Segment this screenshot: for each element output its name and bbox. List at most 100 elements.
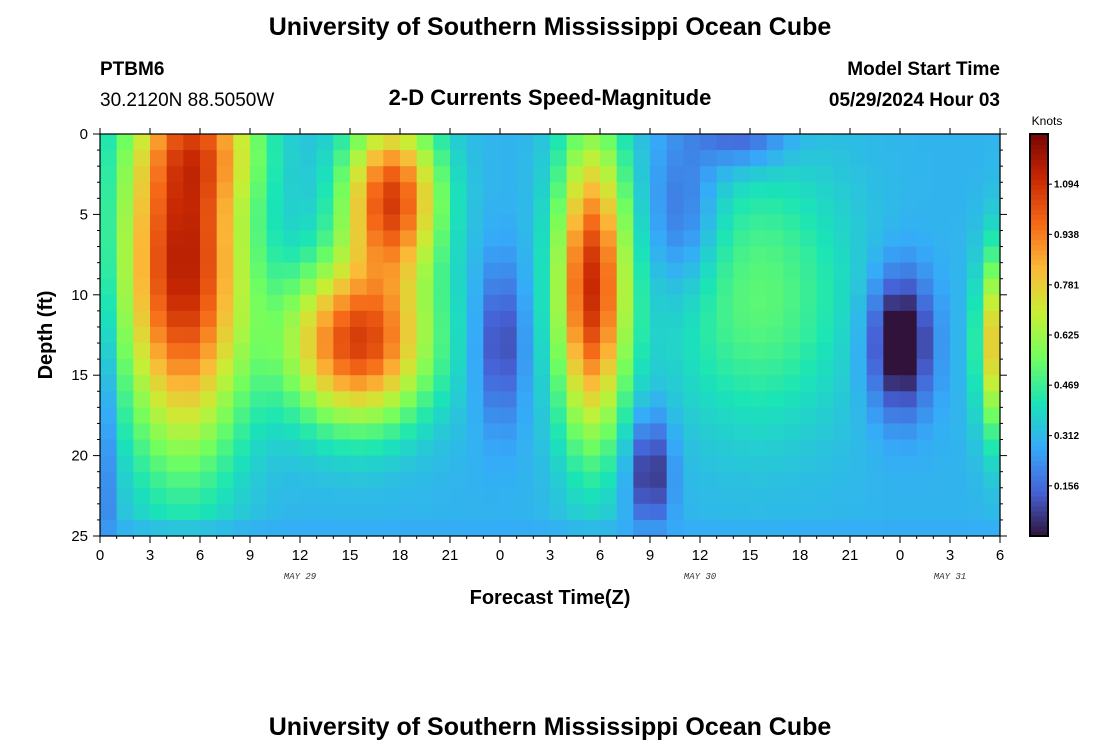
heatmap-cell bbox=[833, 150, 851, 167]
heatmap-cell bbox=[533, 182, 551, 199]
heatmap-cell bbox=[633, 487, 651, 505]
heatmap-cell bbox=[850, 134, 868, 151]
heatmap-cell bbox=[316, 166, 334, 183]
heatmap-cell bbox=[366, 407, 384, 425]
heatmap-cell bbox=[550, 503, 568, 521]
heatmap-cell bbox=[216, 455, 234, 473]
heatmap-cell bbox=[350, 182, 368, 199]
heatmap-cell bbox=[466, 150, 484, 167]
heatmap-cell bbox=[866, 310, 884, 328]
heatmap-cell bbox=[283, 310, 301, 328]
heatmap-cell bbox=[250, 487, 268, 505]
heatmap-cell bbox=[700, 439, 718, 457]
heatmap-cell bbox=[566, 407, 584, 425]
heatmap-cell bbox=[166, 455, 184, 473]
heatmap-cell bbox=[266, 423, 284, 441]
heatmap-cell bbox=[483, 134, 501, 151]
heatmap-cell bbox=[483, 262, 501, 280]
heatmap-cell bbox=[333, 471, 351, 489]
y-tick-label: 20 bbox=[71, 448, 88, 465]
heatmap-cell bbox=[900, 294, 918, 312]
heatmap-cell bbox=[750, 230, 768, 248]
heatmap-cell bbox=[600, 326, 618, 344]
heatmap-cell bbox=[200, 503, 218, 521]
heatmap-cell bbox=[250, 455, 268, 473]
heatmap-cell bbox=[200, 278, 218, 296]
heatmap-cell bbox=[683, 326, 701, 344]
heatmap-cell bbox=[233, 343, 251, 360]
heatmap-cell bbox=[683, 375, 701, 392]
heatmap-cell bbox=[516, 262, 534, 280]
heatmap-cell bbox=[216, 166, 234, 183]
heatmap-cell bbox=[100, 391, 118, 408]
heatmap-cell bbox=[550, 214, 568, 232]
heatmap-cell bbox=[566, 343, 584, 360]
heatmap-cell bbox=[933, 134, 951, 151]
heatmap-cell bbox=[133, 166, 151, 183]
heatmap-cell bbox=[100, 326, 118, 344]
heatmap-cell bbox=[700, 423, 718, 441]
colorbar-step bbox=[1030, 169, 1048, 175]
heatmap-cell bbox=[700, 134, 718, 151]
heatmap-cell bbox=[783, 310, 801, 328]
heatmap-plot: 0 3 6 9 12 15 18 21 0 3 6 9 12 15 18 21 0 3 6 0 5 10 15 20 25 M… bbox=[71, 126, 1007, 582]
heatmap-cell bbox=[350, 407, 368, 425]
heatmap-cell bbox=[366, 375, 384, 392]
heatmap-cell bbox=[983, 198, 1001, 215]
heatmap-cell bbox=[883, 391, 901, 408]
heatmap-cell bbox=[250, 246, 268, 264]
heatmap-cell bbox=[616, 519, 634, 537]
heatmap-cell bbox=[133, 471, 151, 489]
heatmap-cell bbox=[100, 487, 118, 505]
heatmap-cell bbox=[983, 230, 1001, 248]
heatmap-cell bbox=[366, 439, 384, 457]
heatmap-cell bbox=[900, 278, 918, 296]
heatmap-cell bbox=[800, 246, 818, 264]
x-tick-label: 9 bbox=[246, 547, 254, 564]
colorbar-step bbox=[1030, 284, 1048, 291]
heatmap-cell bbox=[366, 214, 384, 232]
colorbar-step bbox=[1030, 239, 1048, 246]
heatmap-cell bbox=[550, 407, 568, 425]
heatmap-cell bbox=[583, 214, 601, 232]
heatmap-cell bbox=[400, 294, 418, 312]
heatmap-cell bbox=[116, 503, 134, 521]
heatmap-cell bbox=[500, 359, 518, 376]
heatmap-cell bbox=[766, 375, 784, 392]
heatmap-cell bbox=[533, 214, 551, 232]
heatmap-cell bbox=[250, 439, 268, 457]
colorbar-step bbox=[1030, 319, 1048, 326]
heatmap-cell bbox=[333, 326, 351, 344]
heatmap-cell bbox=[933, 343, 951, 360]
heatmap-cell bbox=[216, 150, 234, 167]
heatmap-cell bbox=[450, 391, 468, 408]
heatmap-cell bbox=[583, 326, 601, 344]
heatmap-cell bbox=[733, 198, 751, 215]
heatmap-cell bbox=[600, 375, 618, 392]
heatmap-cell bbox=[733, 294, 751, 312]
heatmap-cell bbox=[400, 230, 418, 248]
heatmap-cell bbox=[116, 230, 134, 248]
heatmap-cell bbox=[683, 214, 701, 232]
heatmap-cell bbox=[333, 519, 351, 537]
heatmap-cell bbox=[600, 150, 618, 167]
heatmap-cell bbox=[866, 166, 884, 183]
heatmap-cell bbox=[866, 423, 884, 441]
heatmap-cell bbox=[750, 391, 768, 408]
heatmap-cell bbox=[866, 455, 884, 473]
heatmap-cell bbox=[583, 198, 601, 215]
colorbar-step bbox=[1030, 214, 1048, 221]
heatmap-cell bbox=[600, 423, 618, 441]
heatmap-cell bbox=[500, 198, 518, 215]
heatmap-cell bbox=[216, 214, 234, 232]
heatmap-cell bbox=[316, 503, 334, 521]
heatmap-cell bbox=[533, 423, 551, 441]
heatmap-cell bbox=[183, 166, 201, 183]
colorbar-step bbox=[1030, 209, 1048, 216]
heatmap-cell bbox=[683, 455, 701, 473]
heatmap-cell bbox=[766, 166, 784, 183]
heatmap-cell bbox=[883, 487, 901, 505]
heatmap-cell bbox=[783, 278, 801, 296]
heatmap-cell bbox=[566, 150, 584, 167]
heatmap-cell bbox=[533, 326, 551, 344]
